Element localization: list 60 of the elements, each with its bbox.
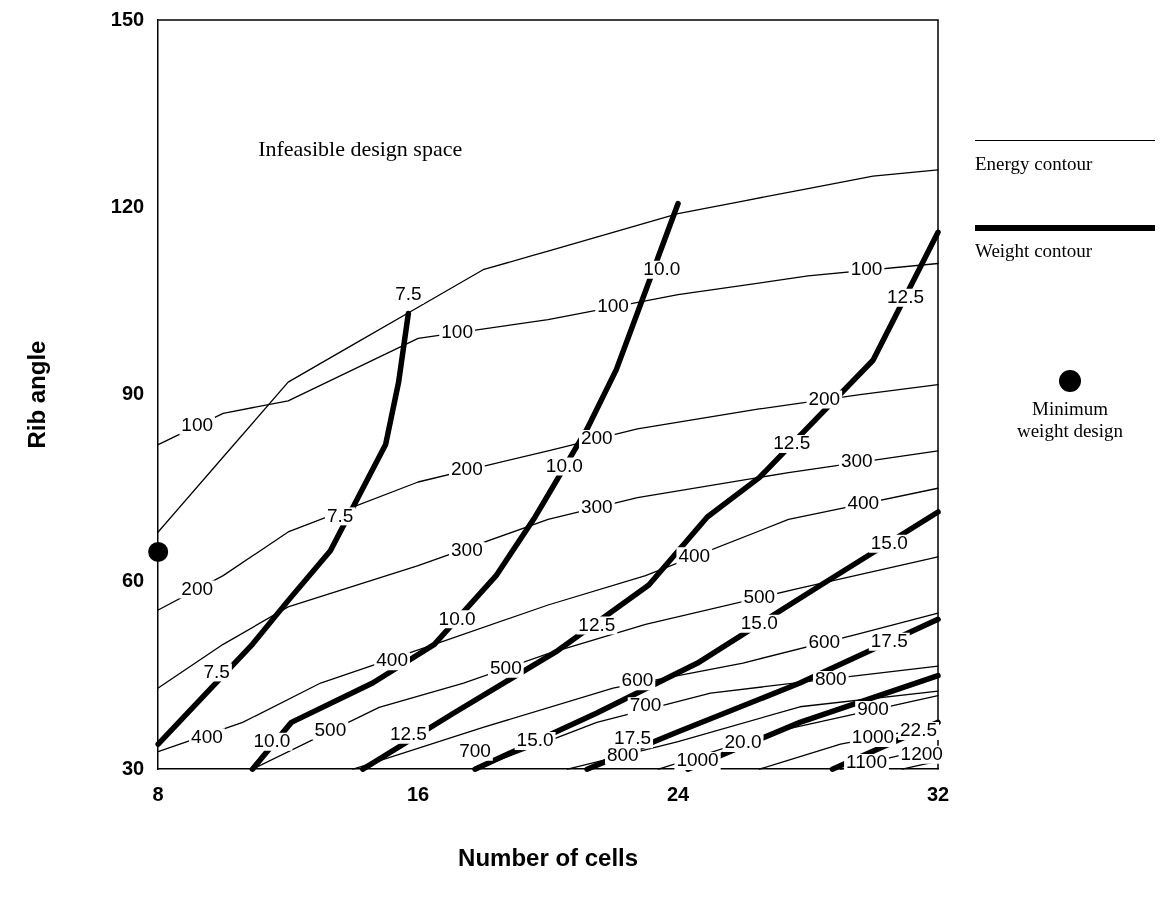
annotation: 500 — [489, 656, 522, 678]
annotation: 800 — [814, 668, 847, 690]
annotation: 100 — [181, 414, 214, 436]
annotation: 400 — [847, 492, 880, 514]
annotation: 200 — [451, 458, 483, 480]
annotation: 200 — [580, 427, 613, 449]
annotation: 900 — [857, 698, 889, 720]
annotation: 100 — [850, 257, 883, 279]
annotation: 300 — [580, 495, 613, 517]
annotation: 1000 — [676, 749, 719, 771]
annotation: 12.5 — [389, 723, 427, 745]
annotation: 100 — [597, 295, 629, 317]
annotation: 300 — [451, 538, 483, 560]
annotation: 15.0 — [516, 729, 554, 751]
annotation: 12.5 — [773, 432, 811, 454]
annotation: 1100 — [846, 751, 887, 773]
annotation: 22.5 — [900, 719, 937, 741]
y-tick-label: 150 — [110, 7, 145, 30]
annotation: 400 — [678, 544, 711, 566]
y-tick-label: 120 — [110, 194, 145, 217]
annotation: 500 — [743, 585, 776, 607]
annotation: 15.0 — [740, 611, 778, 633]
annotation: 17.5 — [870, 630, 908, 652]
y-tick-label: 30 — [121, 756, 145, 779]
annotation: 20.0 — [724, 731, 762, 753]
text: Weight contour — [975, 239, 1094, 262]
annotation: 7.5 — [326, 504, 354, 526]
annotation: 200 — [181, 577, 214, 599]
annotation: 12.5 — [887, 286, 924, 308]
annotation: 10.0 — [438, 607, 476, 629]
annotation: 700 — [459, 739, 491, 761]
annotation: 200 — [808, 387, 841, 409]
annotation: 7.5 — [395, 282, 422, 304]
x-tick-label: 24 — [666, 782, 691, 805]
annotation: 700 — [629, 694, 662, 716]
series-label: Energy contour — [975, 152, 1094, 175]
y-tick-label: 90 — [121, 382, 145, 405]
x-tick-label: 16 — [406, 782, 430, 805]
legend-label: Minimum weight design — [1015, 398, 1125, 442]
annotation: 15.0 — [870, 532, 908, 554]
x-axis-title: Number of cells — [458, 844, 639, 872]
annotation: 12.5 — [578, 613, 616, 635]
annotation: 100 — [441, 321, 473, 343]
annotation: 600 — [621, 669, 654, 691]
annotation: 10.0 — [545, 454, 583, 476]
y-axis-title: Rib angle — [23, 340, 51, 449]
annotation: 300 — [840, 449, 873, 471]
annotation: 400 — [191, 725, 223, 747]
annotation: 10.0 — [643, 257, 681, 279]
annotation: 500 — [314, 719, 347, 741]
annotation: 7.5 — [203, 660, 230, 682]
y-tick-label: 60 — [121, 569, 145, 592]
annotation: Infeasible design space — [258, 135, 463, 161]
annotation: 400 — [376, 649, 408, 671]
annotation: 10.0 — [253, 729, 291, 751]
annotation: 600 — [808, 630, 841, 652]
x-tick-label: 32 — [926, 782, 950, 805]
annotation: 1000 — [851, 726, 895, 748]
x-tick-label: 8 — [152, 782, 164, 805]
annotation: 1200 — [900, 743, 943, 765]
